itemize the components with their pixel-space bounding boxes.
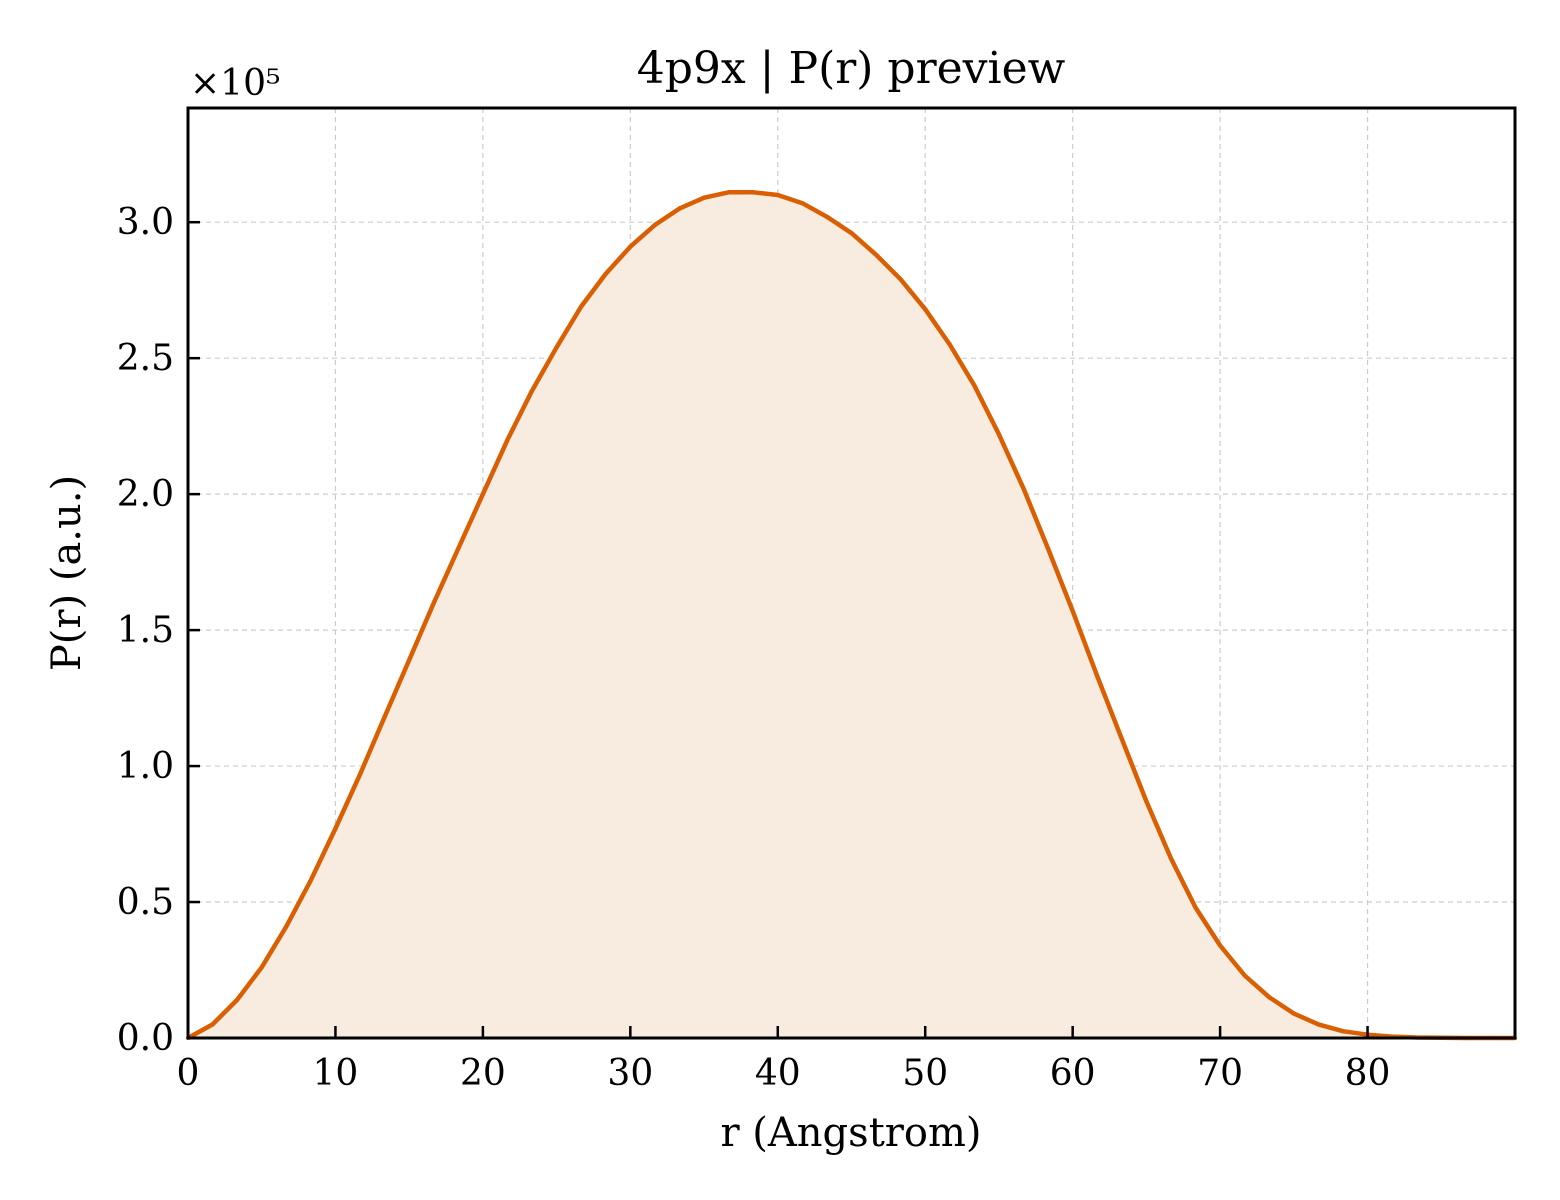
x-tick-label: 80	[1345, 1053, 1391, 1094]
data-point	[1144, 799, 1149, 804]
data-point	[333, 826, 338, 831]
data-point	[874, 252, 879, 257]
x-tick-label: 0	[177, 1053, 200, 1094]
x-axis-label: r (Angstrom)	[720, 1110, 981, 1156]
x-tick-label: 20	[460, 1053, 506, 1094]
data-point	[407, 658, 412, 662]
data-point	[1193, 905, 1198, 910]
data-point	[382, 715, 387, 720]
data-point	[1119, 736, 1124, 741]
plot-frame	[186, 106, 1517, 1040]
data-point	[210, 1022, 215, 1027]
data-point	[947, 342, 952, 347]
y-axis-label: P(r) (a.u.)	[44, 475, 90, 671]
x-tick-label: 40	[755, 1053, 801, 1094]
area-fill	[188, 192, 1515, 1039]
data-point	[530, 388, 534, 393]
y-tick-label: 1.0	[117, 746, 174, 787]
data-point	[849, 231, 854, 236]
data-point	[456, 546, 461, 551]
data-point	[972, 383, 977, 388]
data-point	[1316, 1022, 1321, 1027]
data-point	[996, 432, 1001, 437]
data-point	[308, 878, 313, 883]
x-tick-label: 30	[607, 1053, 653, 1094]
y-tick-label: 1.5	[117, 610, 174, 651]
data-point	[1095, 674, 1100, 679]
data-point	[1169, 856, 1173, 861]
data-point	[824, 214, 829, 219]
data-point	[259, 965, 264, 970]
data-point	[235, 997, 240, 1002]
y-tick-label: 2.5	[117, 338, 174, 379]
data-point	[358, 772, 363, 777]
data-point	[653, 222, 657, 227]
chart-title: 4p9x | P(r) preview	[637, 43, 1066, 94]
data-point	[726, 190, 731, 195]
data-point	[677, 206, 682, 211]
data-point	[1242, 973, 1247, 978]
data-point	[431, 600, 436, 605]
data-point	[1046, 546, 1050, 551]
data-point	[751, 190, 756, 195]
data-point	[898, 277, 903, 282]
x-tick-label: 50	[902, 1053, 948, 1094]
data-point	[923, 307, 928, 312]
data-point	[554, 345, 559, 350]
y-tick-label: 2.0	[117, 474, 174, 515]
data-point	[775, 193, 780, 197]
axis-ticks: 0 10 20 30 40 50 60 70 80 0.0 0.5 1.0 1.5 2.0 2.5 3.0	[117, 202, 1391, 1094]
data-point	[1340, 1029, 1345, 1034]
data-point	[1021, 486, 1026, 491]
data-point	[628, 244, 633, 249]
y-tick-label: 0.5	[117, 882, 174, 923]
data-point	[702, 195, 707, 200]
data-point	[1218, 943, 1223, 948]
data-point	[505, 437, 510, 442]
x-tick-label: 70	[1197, 1053, 1243, 1094]
data-point	[480, 492, 485, 497]
y-tick-label: 3.0	[117, 202, 174, 243]
data-point	[579, 304, 584, 309]
data-point	[603, 271, 608, 276]
data-point	[800, 201, 805, 206]
data-point	[1070, 609, 1075, 614]
data-point	[1291, 1011, 1296, 1016]
y-tick-label: 0.0	[117, 1018, 174, 1059]
y-multiplier-label: ×10⁵	[190, 63, 280, 104]
data-point	[284, 924, 289, 929]
x-tick-label: 60	[1050, 1053, 1096, 1094]
data-point	[1267, 995, 1272, 1000]
x-tick-label: 10	[313, 1053, 359, 1094]
